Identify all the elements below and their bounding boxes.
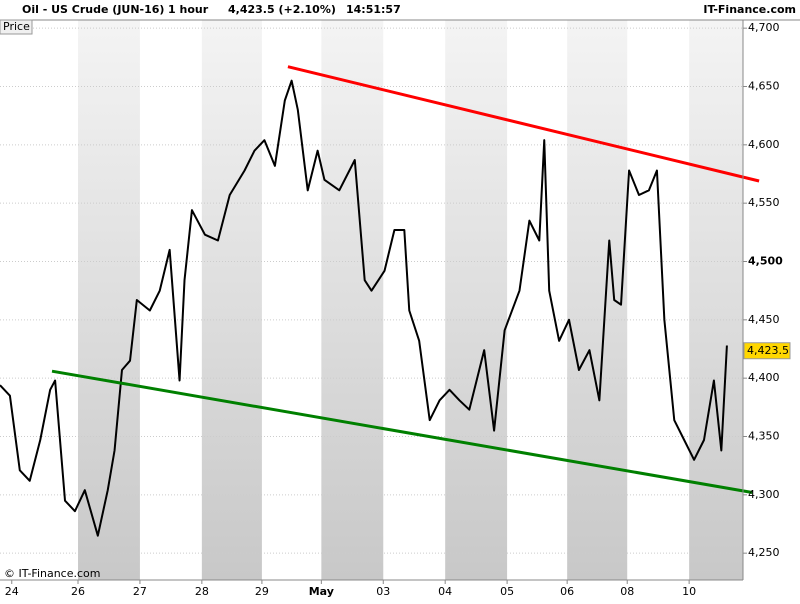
last-price-label: 4,423.5 (747, 344, 789, 357)
y-axis-label: Price (3, 20, 30, 33)
site: IT-Finance.com (703, 3, 796, 16)
y-tick-label: 4,500 (748, 255, 783, 268)
x-tick-label: 24 (5, 585, 19, 598)
x-tick-label: 26 (71, 585, 85, 598)
y-tick-label: 4,400 (748, 371, 780, 384)
y-tick-label: 4,450 (748, 313, 780, 326)
y-label-box (0, 19, 33, 35)
x-tick-label: 06 (560, 585, 574, 598)
x-tick-label: 28 (195, 585, 209, 598)
interval: 1 hour (168, 3, 209, 16)
day-band (321, 20, 384, 580)
trend-line (51, 369, 753, 494)
instrument: Oil - US Crude (JUN-16) (22, 3, 164, 16)
x-tick-label: 10 (682, 585, 696, 598)
day-band (567, 20, 628, 580)
day-band (201, 20, 262, 580)
x-tick-label: 29 (255, 585, 269, 598)
quote: 4,423.5 (+2.10%) (228, 3, 336, 16)
last-price-box (743, 342, 791, 360)
x-tick-label: May (309, 585, 334, 598)
day-band (689, 20, 743, 580)
y-tick-label: 4,700 (748, 21, 780, 34)
x-tick-label: 27 (133, 585, 147, 598)
x-tick-label: 08 (620, 585, 634, 598)
watermark: © IT-Finance.com (4, 567, 101, 580)
price-line (0, 79, 728, 537)
x-tick-label: 05 (500, 585, 514, 598)
y-tick-label: 4,300 (748, 488, 780, 501)
y-tick-label: 4,550 (748, 196, 780, 209)
day-band (445, 20, 508, 580)
time: 14:51:57 (346, 3, 401, 16)
y-tick-label: 4,350 (748, 430, 780, 443)
y-tick-label: 4,650 (748, 80, 780, 93)
x-tick-label: 03 (376, 585, 390, 598)
x-tick-label: 04 (438, 585, 452, 598)
trend-line (287, 65, 760, 183)
y-tick-label: 4,600 (748, 138, 780, 151)
y-tick-label: 4,250 (748, 546, 780, 559)
